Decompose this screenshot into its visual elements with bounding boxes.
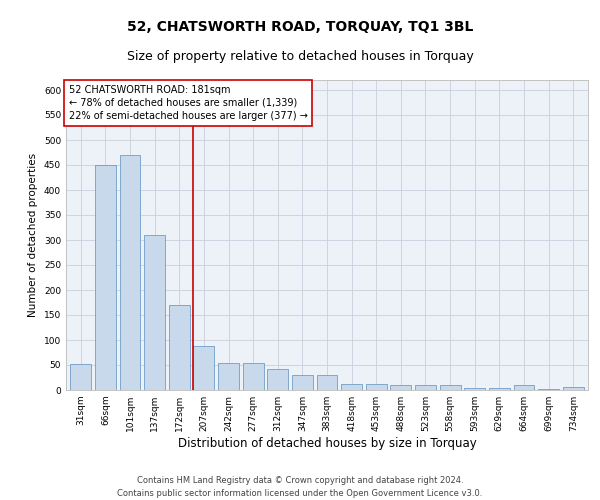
Bar [341,384,362,390]
Bar [95,165,116,390]
Bar [267,369,288,390]
Bar [193,346,214,390]
Bar [218,362,239,390]
Bar [538,389,559,390]
Bar [144,235,165,390]
Bar [366,384,387,390]
Bar [292,375,313,390]
X-axis label: Distribution of detached houses by size in Torquay: Distribution of detached houses by size … [178,437,476,450]
Bar [70,364,91,390]
Bar [119,155,140,390]
Text: Contains HM Land Registry data © Crown copyright and database right 2024.
Contai: Contains HM Land Registry data © Crown c… [118,476,482,498]
Y-axis label: Number of detached properties: Number of detached properties [28,153,38,317]
Bar [242,362,263,390]
Bar [563,387,584,390]
Text: 52, CHATSWORTH ROAD, TORQUAY, TQ1 3BL: 52, CHATSWORTH ROAD, TORQUAY, TQ1 3BL [127,20,473,34]
Bar [415,385,436,390]
Bar [464,388,485,390]
Bar [514,385,535,390]
Bar [489,388,510,390]
Bar [440,385,461,390]
Text: Size of property relative to detached houses in Torquay: Size of property relative to detached ho… [127,50,473,63]
Text: 52 CHATSWORTH ROAD: 181sqm
← 78% of detached houses are smaller (1,339)
22% of s: 52 CHATSWORTH ROAD: 181sqm ← 78% of deta… [68,84,307,121]
Bar [391,385,412,390]
Bar [169,305,190,390]
Bar [317,375,337,390]
